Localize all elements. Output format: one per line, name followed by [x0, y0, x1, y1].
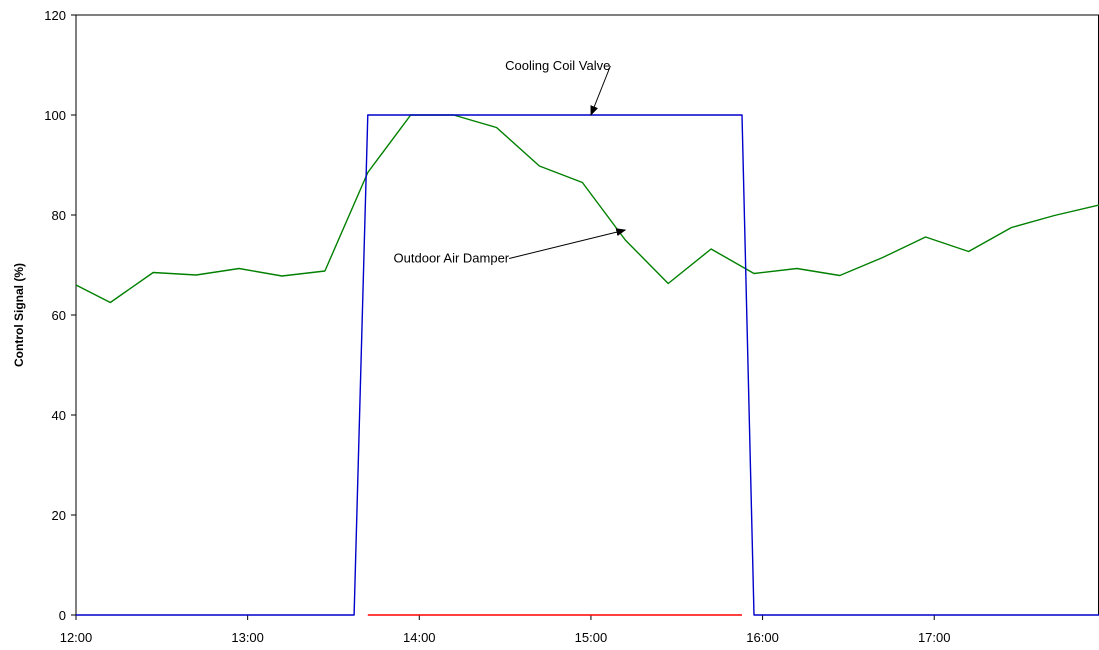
y-tick-label: 80 — [52, 208, 66, 223]
x-tick-label: 14:00 — [403, 630, 436, 645]
y-tick-label: 60 — [52, 308, 66, 323]
x-tick-label: 15:00 — [575, 630, 608, 645]
annotation-cooling-coil-valve-arrow — [590, 65, 611, 116]
x-tick-label: 17:00 — [918, 630, 951, 645]
annotation-layer: Cooling Coil Valve Outdoor Air Damper — [394, 58, 627, 266]
annotation-cooling-coil-valve-label: Cooling Coil Valve — [505, 58, 610, 73]
series-outdoor-air-damper — [75, 114, 1099, 304]
series-cooling-coil-valve — [76, 114, 1099, 616]
y-tick-label: 100 — [44, 108, 66, 123]
y-tick-label: 0 — [59, 608, 66, 623]
series-layer — [75, 114, 1099, 616]
axes: 0 20 40 60 80 100 120 12:00 13:00 14:00 15:00 16:00… — [44, 8, 1099, 645]
x-tick-label: 12:00 — [60, 630, 93, 645]
annotation-outdoor-air-damper-label: Outdoor Air Damper — [394, 251, 510, 266]
annotation-outdoor-air-damper-arrow — [509, 228, 627, 259]
y-tick-label: 120 — [44, 8, 66, 23]
y-tick-label: 20 — [52, 508, 66, 523]
y-tick-label: 40 — [52, 408, 66, 423]
x-tick-label: 13:00 — [231, 630, 264, 645]
x-tick-label: 16:00 — [746, 630, 779, 645]
y-axis-title: Control Signal (%) — [12, 263, 26, 367]
